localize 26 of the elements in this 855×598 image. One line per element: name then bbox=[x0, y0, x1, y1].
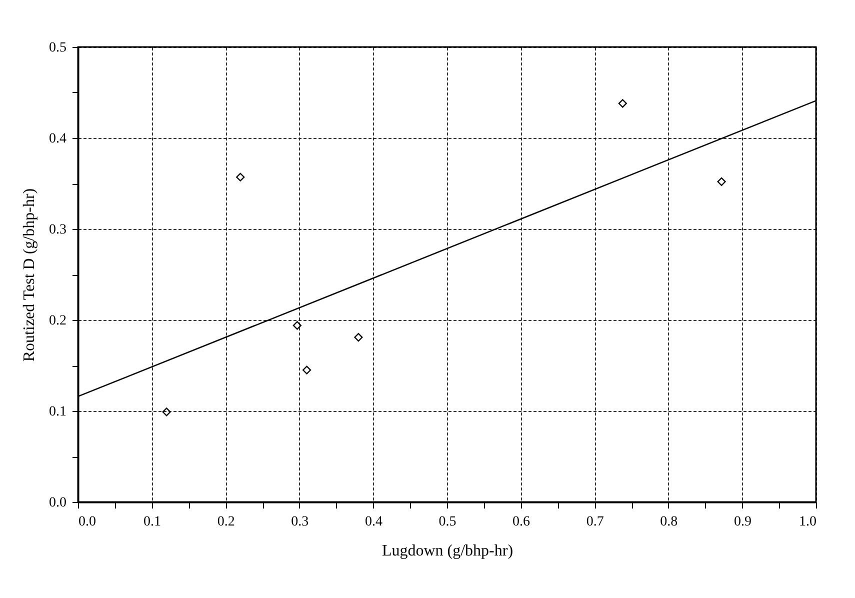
point bbox=[302, 366, 312, 374]
x-tick-label: 0.0 bbox=[78, 514, 96, 530]
point bbox=[292, 321, 302, 330]
y-tick-label: 0.5 bbox=[49, 40, 66, 56]
x-tick-label: 0.7 bbox=[586, 514, 604, 530]
point bbox=[354, 332, 363, 342]
point bbox=[236, 172, 245, 182]
y-tick-label: 0.2 bbox=[49, 314, 66, 328]
y-axis-title: Routized Test D (g/bhp-hr) bbox=[21, 188, 38, 362]
y-tick-label: 0.3 bbox=[49, 222, 66, 238]
x-tick-label: 1.0 bbox=[799, 514, 816, 530]
point bbox=[618, 99, 627, 108]
x-tick-label: 0.1 bbox=[144, 514, 162, 530]
x-tick-label: 0.5 bbox=[438, 514, 456, 530]
x-tick-label: 0.2 bbox=[217, 514, 235, 530]
x-tick-label: 0.9 bbox=[734, 514, 752, 530]
point bbox=[162, 408, 171, 416]
x-tick-label: 0.6 bbox=[512, 514, 530, 530]
x-axis-title: Lugdown (g/bhp-hr) bbox=[382, 542, 514, 560]
x-tick-label: 0.8 bbox=[660, 514, 678, 530]
x-tick-label: 0.4 bbox=[364, 514, 382, 530]
y-tick-label: 0.1 bbox=[49, 404, 66, 420]
y-tick-label: 0.0 bbox=[49, 496, 66, 510]
point bbox=[717, 177, 726, 186]
y-tick-label: 0.4 bbox=[49, 132, 66, 146]
x-tick-label: 0.3 bbox=[291, 514, 309, 530]
